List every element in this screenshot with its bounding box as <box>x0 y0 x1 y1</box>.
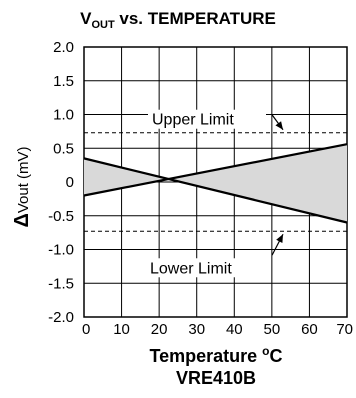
series-lines <box>83 143 348 224</box>
x-axis-label: Temperature oC <box>149 344 282 366</box>
limit-label: Lower Limit <box>150 260 232 277</box>
y-tick-labels: 2.0 1.5 1.0 0.5 0 -0.5 -1.0 -1.5 -2.0 <box>48 39 74 326</box>
y-tick-label: -2.0 <box>48 309 74 326</box>
y-tick-label: -1.0 <box>48 242 74 259</box>
shaded-triangle <box>84 158 169 196</box>
limit-label-bg <box>148 109 266 129</box>
x-tick-label: 70 <box>336 321 353 338</box>
x-tick-label: 20 <box>151 321 168 338</box>
chart-subtitle: VRE410B <box>176 368 256 388</box>
y-tick-label: 1.5 <box>53 73 74 90</box>
y-tick-label: -0.5 <box>48 208 74 225</box>
series-line-1 <box>83 143 348 197</box>
shaded-triangle <box>168 144 347 223</box>
y-tick-label: 0.5 <box>53 140 74 157</box>
x-tick-labels: 0 10 20 30 40 50 60 70 <box>82 321 353 338</box>
x-tick-label: 50 <box>264 321 281 338</box>
y-axis-label: ΔVout (mV) <box>11 146 33 227</box>
limit-arrow-head <box>275 121 283 130</box>
chart-title: VOUT vs. TEMPERATURE <box>80 9 276 31</box>
y-tick-label: 0 <box>66 174 74 191</box>
x-tick-label: 0 <box>82 321 90 338</box>
limit-label-bg <box>146 258 264 278</box>
limit-label: Upper Limit <box>152 112 234 129</box>
y-tick-label: -1.5 <box>48 275 74 292</box>
limit-lines: Upper Limit Lower Limit <box>84 109 347 278</box>
x-tick-label: 60 <box>301 321 318 338</box>
y-tick-label: 2.0 <box>53 39 74 56</box>
limit-arrow-head <box>276 234 283 243</box>
x-tick-label: 30 <box>188 321 205 338</box>
series-line-0 <box>83 157 348 224</box>
shaded-region <box>84 144 347 223</box>
x-tick-label: 10 <box>113 321 130 338</box>
x-tick-label: 40 <box>226 321 243 338</box>
y-tick-label: 1.0 <box>53 107 74 124</box>
